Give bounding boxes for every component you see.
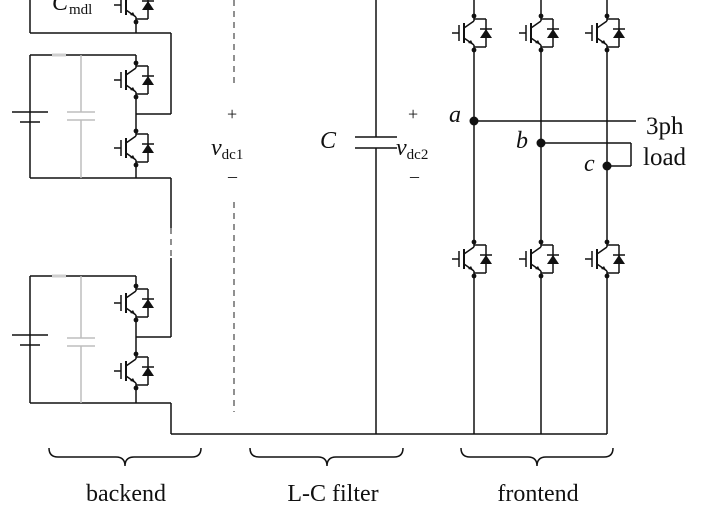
- section-labels: backend L-C filter frontend: [86, 481, 579, 505]
- phase-b-label: b: [516, 128, 528, 154]
- capacitor-label: C: [320, 128, 337, 154]
- igbt-icon: [584, 238, 626, 280]
- module-1: [12, 53, 171, 179]
- igbt-icon: [113, 282, 155, 324]
- frontend-inverter: a b c 3ph load: [449, 0, 687, 434]
- node-c: [602, 161, 612, 171]
- igbt-icon: [113, 350, 155, 392]
- top-module-partial: [29, 0, 171, 34]
- igbt-icon: [113, 0, 155, 26]
- igbt-icon: [451, 238, 493, 280]
- igbt-icon: [518, 12, 560, 54]
- brace-frontend: [460, 447, 614, 467]
- vdc2-minus: –: [409, 166, 420, 186]
- module-2: [12, 274, 171, 404]
- igbt-icon: [113, 127, 155, 169]
- phase-leg-a: [451, 0, 493, 434]
- igbt-icon: [113, 59, 155, 101]
- load-label-line1: 3ph: [646, 113, 684, 140]
- node-b: [536, 138, 546, 148]
- module-capacitor-icon: [52, 53, 95, 178]
- vdc1-minus: –: [227, 166, 238, 186]
- vdc2-label: vdc2: [396, 135, 428, 163]
- lc-filter: C + vdc2 –: [320, 0, 428, 434]
- cmdl-label: Cmdl: [52, 0, 92, 18]
- section-braces: [48, 447, 614, 467]
- phase-leg-b: [518, 0, 560, 434]
- brace-lc-filter: [249, 447, 404, 467]
- section-label-lc-filter: L-C filter: [287, 481, 378, 505]
- section-label-backend: backend: [86, 481, 166, 505]
- backend-modules: Cmdl: [12, 0, 172, 434]
- phase-c-label: c: [584, 151, 595, 177]
- vdc2-plus: +: [408, 104, 418, 124]
- battery-icon: [12, 334, 48, 346]
- battery-icon: [12, 111, 48, 123]
- section-label-frontend: frontend: [497, 481, 578, 505]
- module-capacitor-icon: [52, 274, 95, 403]
- brace-backend: [48, 447, 202, 467]
- vdc1-plus: +: [227, 104, 237, 124]
- node-a: [469, 116, 479, 126]
- vdc1-label: vdc1: [211, 135, 243, 163]
- igbt-icon: [451, 12, 493, 54]
- igbt-icon: [518, 238, 560, 280]
- igbt-icon: [584, 12, 626, 54]
- phase-a-label: a: [449, 102, 461, 128]
- vdc1-annotation: + vdc1 –: [211, 0, 243, 412]
- load-label-line2: load: [643, 144, 687, 171]
- phase-leg-c: [584, 0, 626, 434]
